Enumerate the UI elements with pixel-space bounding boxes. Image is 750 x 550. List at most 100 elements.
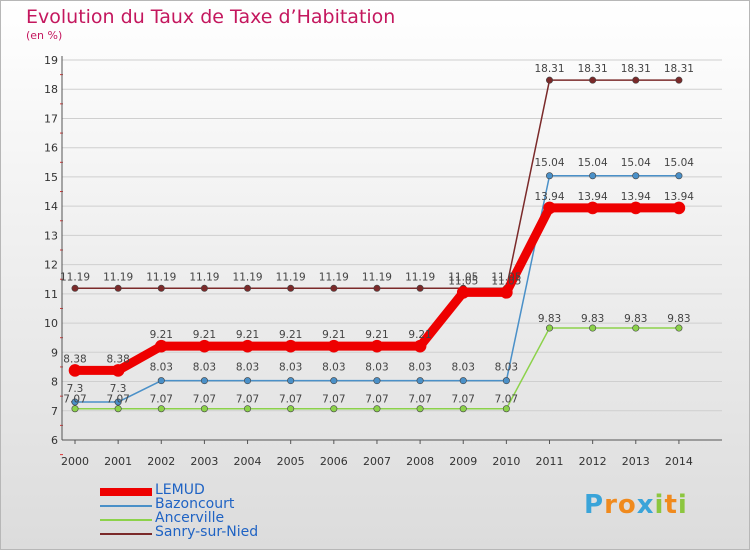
data-point-sanry-sur-nied [287, 284, 295, 292]
data-label-sanry-sur-nied: 11.19 [233, 271, 263, 283]
logo-letter: x [636, 490, 655, 520]
data-point-bazoncourt [373, 377, 381, 385]
x-tick-label: 2004 [234, 455, 262, 468]
data-point-bazoncourt [416, 377, 424, 385]
data-label-ancerville: 9.83 [624, 313, 647, 325]
data-label-ancerville: 7.07 [495, 394, 518, 406]
data-point-sanry-sur-nied [200, 284, 208, 292]
data-point-bazoncourt [546, 172, 554, 180]
data-label-bazoncourt: 15.04 [578, 157, 608, 169]
data-label-sanry-sur-nied: 11.19 [405, 271, 435, 283]
legend-label-bazoncourt: Bazoncourt [155, 496, 235, 512]
data-label-sanry-sur-nied: 18.31 [578, 63, 608, 75]
legend-label-ancerville: Ancerville [155, 510, 225, 526]
data-point-ancerville [244, 405, 252, 413]
x-tick-label: 2008 [406, 455, 434, 468]
y-tick-label: 10 [44, 317, 58, 330]
data-label-ancerville: 7.07 [408, 394, 431, 406]
data-label-sanry-sur-nied: 11.19 [362, 271, 392, 283]
data-point-sanry-sur-nied [114, 284, 122, 292]
data-point-bazoncourt [459, 377, 467, 385]
data-label-lemud: 13.94 [621, 191, 651, 203]
data-label-layer: 11.19 11.19 11.19 11.19 11.19 11.19 11.19 11.19… [60, 63, 694, 406]
data-point-sanry-sur-nied [157, 284, 165, 292]
data-point-bazoncourt [675, 172, 683, 180]
data-label-bazoncourt: 15.04 [621, 157, 651, 169]
logo-letter: t [664, 490, 678, 520]
data-label-lemud: 9.21 [408, 329, 431, 341]
data-point-ancerville [416, 405, 424, 413]
data-point-ancerville [675, 324, 683, 332]
data-point-sanry-sur-nied [416, 284, 424, 292]
data-point-lemud [327, 339, 341, 353]
data-point-lemud [500, 286, 513, 299]
y-tick-label: 14 [44, 200, 58, 213]
data-label-sanry-sur-nied: 11.19 [146, 271, 176, 283]
logo-letter: i [654, 490, 665, 520]
data-point-lemud [111, 364, 125, 377]
series-layer [68, 76, 686, 413]
data-point-lemud [241, 339, 254, 353]
data-point-lemud [198, 339, 211, 353]
data-point-ancerville [546, 324, 554, 332]
data-point-lemud [370, 339, 384, 353]
x-tick-label: 2005 [277, 455, 305, 468]
data-point-lemud [543, 201, 556, 215]
data-label-ancerville: 9.83 [538, 313, 561, 325]
data-label-lemud: 9.21 [279, 329, 302, 341]
data-label-ancerville: 7.07 [63, 394, 86, 406]
data-label-bazoncourt: 8.03 [495, 362, 518, 374]
data-point-sanry-sur-nied [546, 76, 554, 84]
y-tick-label: 15 [44, 171, 58, 184]
data-point-bazoncourt [200, 377, 208, 385]
data-label-sanry-sur-nied: 11.05 [491, 271, 521, 283]
data-label-sanry-sur-nied: 18.31 [621, 63, 651, 75]
x-tick-label: 2000 [61, 455, 89, 468]
data-point-ancerville [287, 405, 295, 413]
chart-title: Evolution du Taux de Taxe d’Habitation [26, 6, 396, 28]
y-tick-label: 6 [51, 434, 58, 447]
data-point-sanry-sur-nied [373, 284, 381, 292]
data-label-bazoncourt: 8.03 [193, 362, 216, 374]
series-line-sanry-sur-nied [74, 79, 680, 290]
x-tick-label: 2002 [147, 455, 175, 468]
data-label-lemud: 13.94 [578, 191, 608, 203]
logo-letter: o [617, 490, 637, 520]
data-point-lemud [456, 286, 470, 299]
data-label-ancerville: 7.07 [452, 394, 475, 406]
data-label-lemud: 11.05 [491, 275, 521, 287]
data-point-ancerville [330, 405, 338, 413]
legend-item-bazoncourt: Bazoncourt [100, 496, 320, 512]
data-label-ancerville: 7.07 [193, 394, 216, 406]
data-point-bazoncourt [589, 172, 597, 180]
data-point-sanry-sur-nied [71, 284, 79, 292]
data-label-lemud: 9.21 [150, 329, 173, 341]
x-tick-label: 2012 [579, 455, 607, 468]
x-tick-label: 2013 [622, 455, 650, 468]
data-label-bazoncourt: 7.3 [67, 383, 84, 395]
data-label-lemud: 8.38 [63, 353, 86, 365]
logo-letter: r [604, 490, 618, 520]
data-label-lemud: 9.21 [236, 329, 259, 341]
data-point-ancerville [373, 405, 381, 413]
data-label-lemud: 13.94 [664, 191, 694, 203]
x-tick-label: 2001 [104, 455, 132, 468]
logo-letter: i [677, 490, 688, 520]
data-label-lemud: 9.21 [365, 329, 388, 341]
data-point-lemud [586, 201, 599, 215]
x-tick-label: 2007 [363, 455, 391, 468]
data-label-ancerville: 7.07 [365, 394, 388, 406]
legend-label-lemud: LEMUD [155, 482, 205, 498]
y-tick-label: 8 [51, 376, 58, 389]
x-tick-label: 2014 [665, 455, 693, 468]
data-point-bazoncourt [502, 377, 510, 385]
data-point-bazoncourt [114, 398, 122, 406]
legend-item-lemud: LEMUD [100, 482, 320, 498]
data-label-ancerville: 7.07 [106, 394, 129, 406]
legend-label-sanry-sur-nied: Sanry-sur-Nied [155, 524, 259, 540]
data-point-ancerville [71, 405, 79, 413]
legend-swatch-sanry-sur-nied [100, 533, 152, 535]
data-label-bazoncourt: 8.03 [452, 362, 475, 374]
